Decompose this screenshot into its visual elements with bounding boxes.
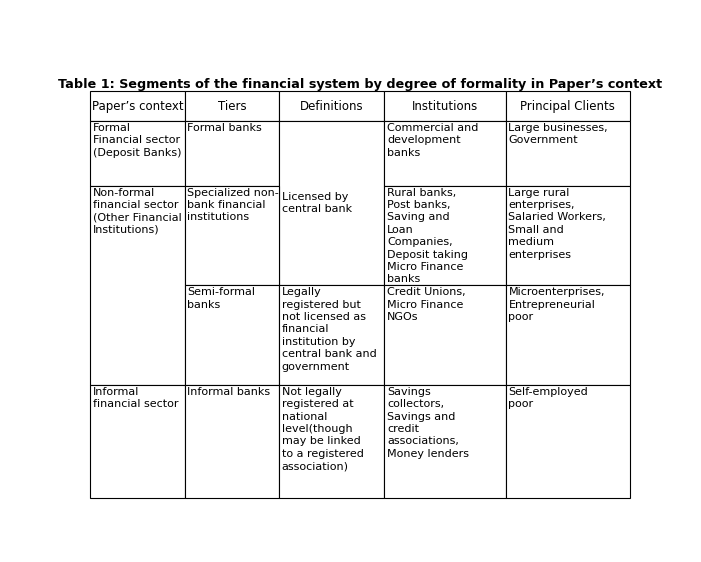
Bar <box>90 185 185 384</box>
Bar <box>185 384 279 498</box>
Text: Legally
registered but
not licensed as
financial
institution by
central bank and: Legally registered but not licensed as f… <box>282 287 376 371</box>
Bar <box>279 384 384 498</box>
Text: Formal banks: Formal banks <box>187 123 262 133</box>
Bar <box>279 285 384 384</box>
Bar <box>185 185 279 285</box>
Text: Credit Unions,
Micro Finance
NGOs: Credit Unions, Micro Finance NGOs <box>387 287 465 322</box>
Bar <box>384 121 505 185</box>
Bar <box>384 91 505 121</box>
Text: Formal
Financial sector
(Deposit Banks): Formal Financial sector (Deposit Banks) <box>93 123 182 158</box>
Text: Microenterprises,
Entrepreneurial
poor: Microenterprises, Entrepreneurial poor <box>508 287 605 322</box>
Text: Specialized non-
bank financial
institutions: Specialized non- bank financial institut… <box>187 188 279 223</box>
Text: Self-employed
poor: Self-employed poor <box>508 387 588 409</box>
Text: Large businesses,
Government: Large businesses, Government <box>508 123 608 146</box>
Text: Rural banks,
Post banks,
Saving and
Loan
Companies,
Deposit taking
Micro Finance: Rural banks, Post banks, Saving and Loan… <box>387 188 468 284</box>
Text: Informal
financial sector: Informal financial sector <box>93 387 179 409</box>
Bar <box>505 121 629 185</box>
Text: Licensed by
central bank: Licensed by central bank <box>282 192 352 214</box>
Bar <box>185 121 279 185</box>
Bar <box>279 121 384 285</box>
Bar <box>384 384 505 498</box>
Text: Informal banks: Informal banks <box>187 387 271 397</box>
Text: Non-formal
financial sector
(Other Financial
Institutions): Non-formal financial sector (Other Finan… <box>93 188 182 235</box>
Text: Institutions: Institutions <box>412 99 478 112</box>
Text: Table 1: Segments of the financial system by degree of formality in Paper’s cont: Table 1: Segments of the financial syste… <box>58 78 662 91</box>
Bar <box>185 285 279 384</box>
Text: Savings
collectors,
Savings and
credit
associations,
Money lenders: Savings collectors, Savings and credit a… <box>387 387 469 459</box>
Bar <box>384 185 505 285</box>
Bar <box>90 121 185 185</box>
Text: Tiers: Tiers <box>217 99 246 112</box>
Bar <box>185 91 279 121</box>
Text: Not legally
registered at
national
level(though
may be linked
to a registered
as: Not legally registered at national level… <box>282 387 364 471</box>
Bar <box>505 185 629 285</box>
Text: Paper’s context: Paper’s context <box>92 99 184 112</box>
Bar <box>90 91 185 121</box>
Text: Large rural
enterprises,
Salaried Workers,
Small and
medium
enterprises: Large rural enterprises, Salaried Worker… <box>508 188 606 260</box>
Bar <box>505 384 629 498</box>
Bar <box>505 91 629 121</box>
Bar <box>279 91 384 121</box>
Text: Semi-formal
banks: Semi-formal banks <box>187 287 255 310</box>
Bar <box>384 285 505 384</box>
Text: Principal Clients: Principal Clients <box>520 99 615 112</box>
Text: Commercial and
development
banks: Commercial and development banks <box>387 123 479 158</box>
Bar <box>505 285 629 384</box>
Text: Definitions: Definitions <box>300 99 364 112</box>
Bar <box>90 384 185 498</box>
